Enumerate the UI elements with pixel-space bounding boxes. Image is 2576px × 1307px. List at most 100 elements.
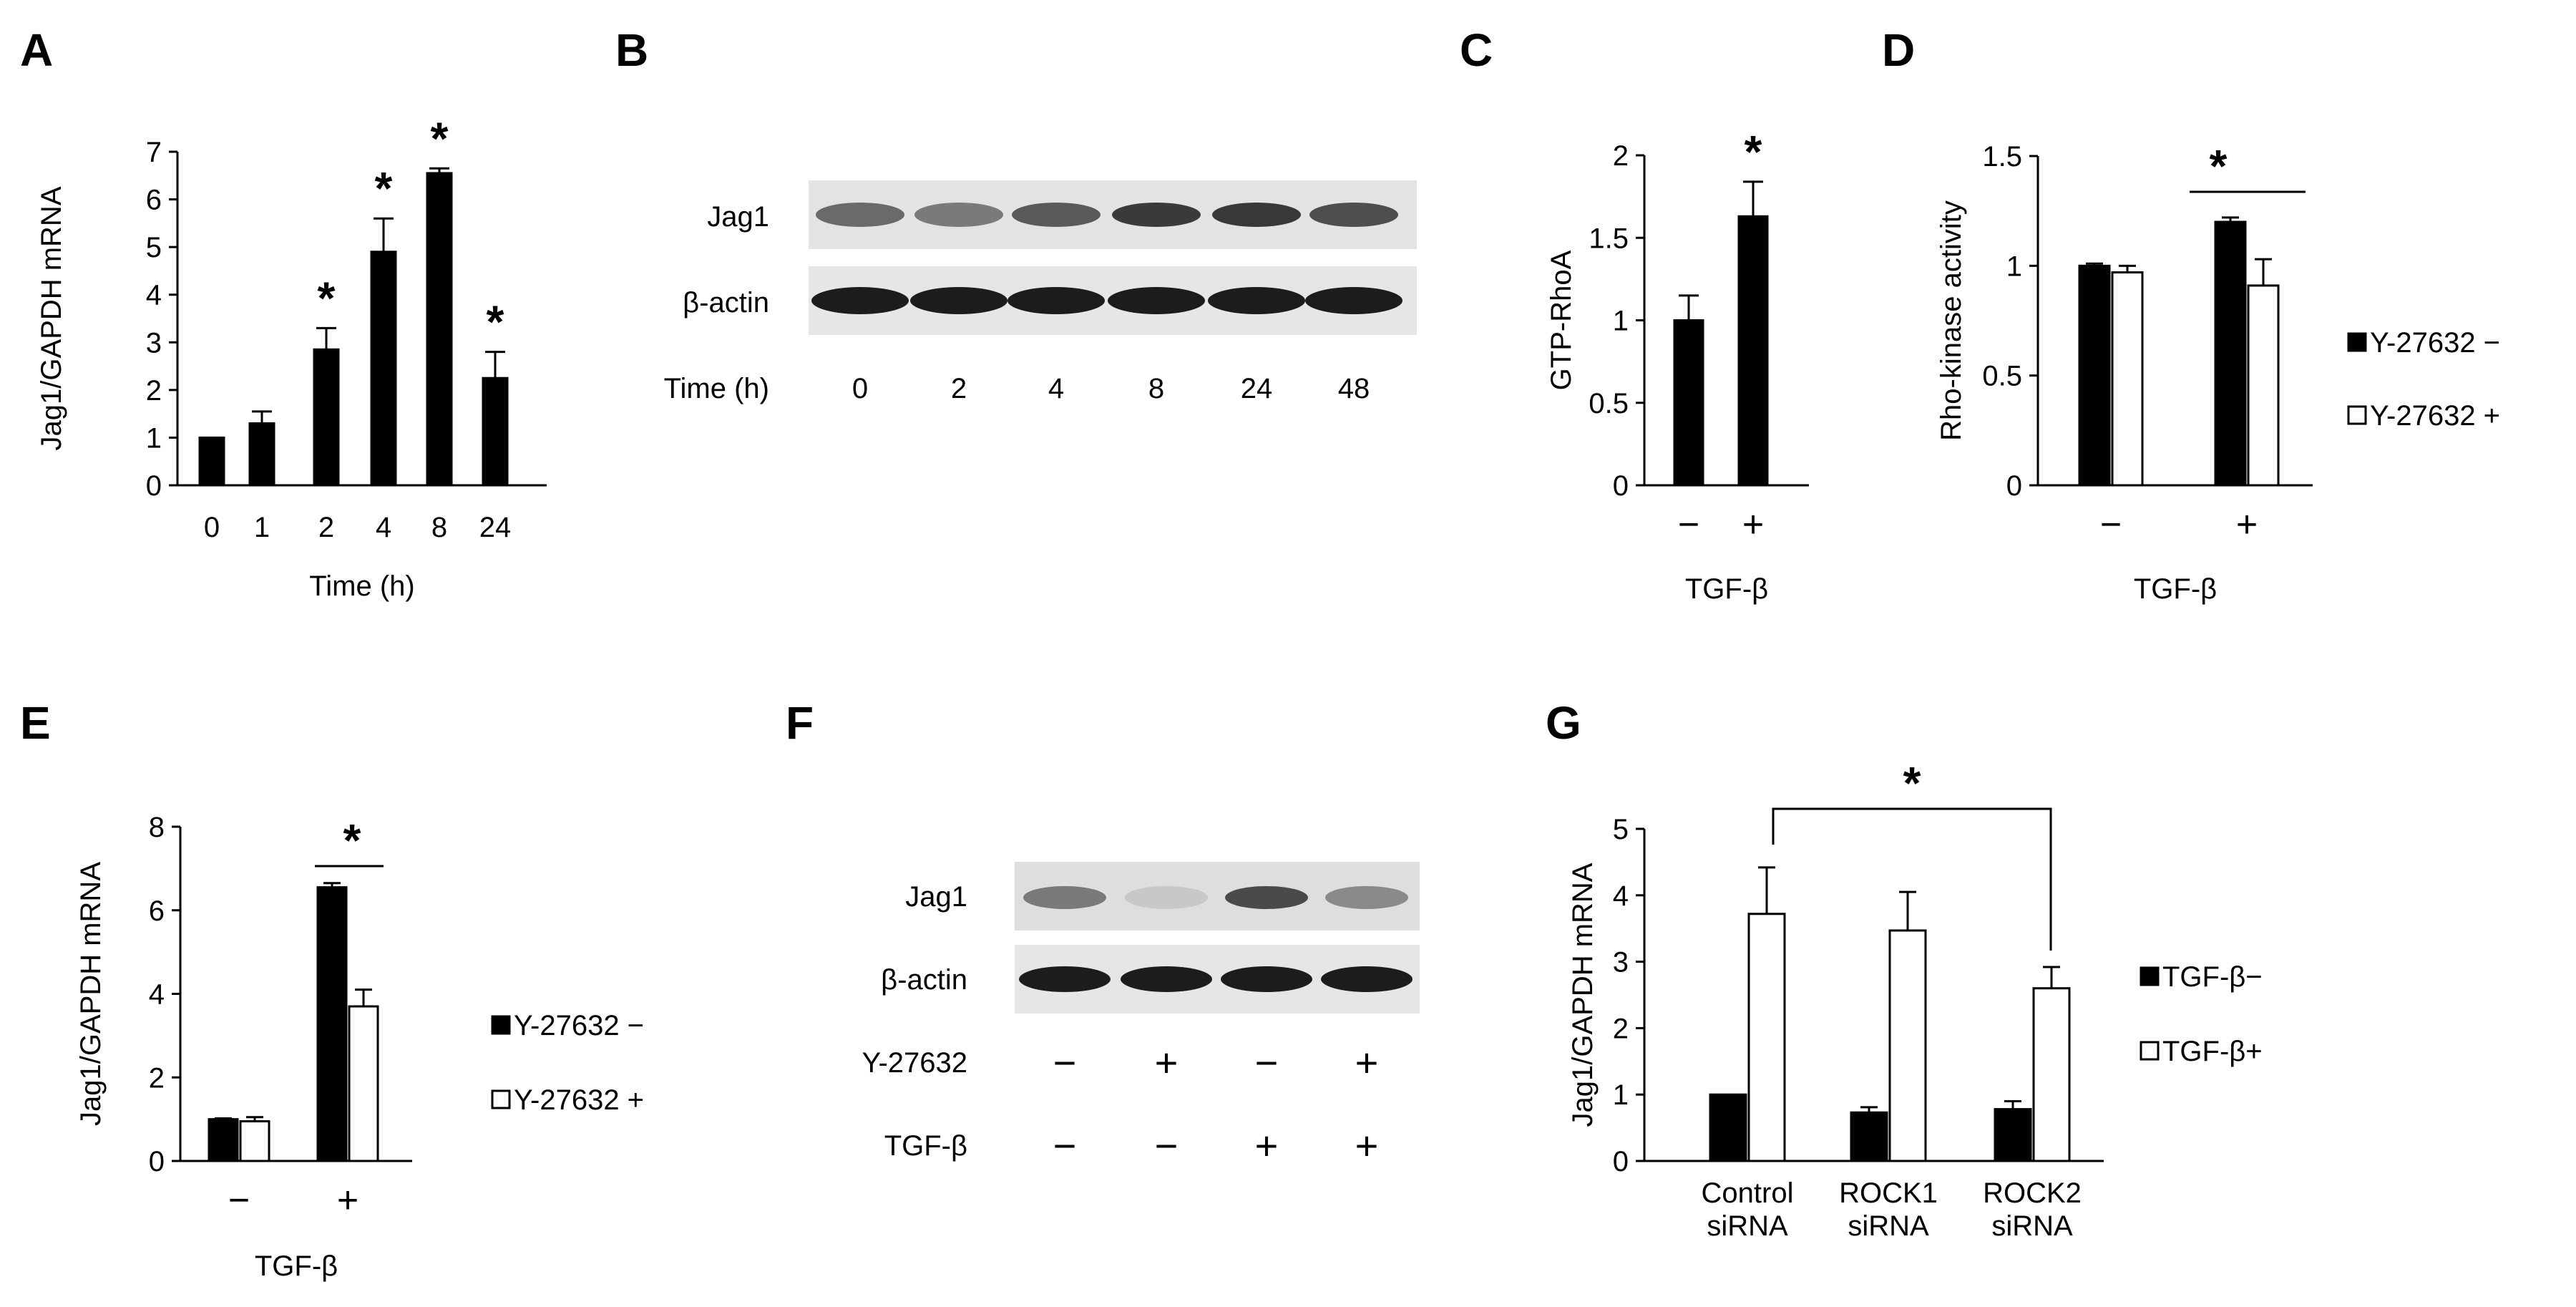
x-tick-label: − bbox=[2100, 504, 2122, 545]
x-axis-title: TGF-β bbox=[1685, 573, 1768, 605]
band-actin bbox=[1008, 287, 1105, 314]
blot-row-label: Jag1 bbox=[707, 201, 769, 233]
y-tick-label: 1 bbox=[146, 422, 162, 454]
panel-label-f: F bbox=[786, 697, 814, 749]
bar bbox=[1850, 1111, 1888, 1162]
panel-label-a: A bbox=[20, 24, 53, 76]
bar bbox=[426, 172, 453, 487]
bar bbox=[2247, 284, 2280, 487]
band-jag1 bbox=[1012, 203, 1101, 227]
band-actin bbox=[1321, 966, 1413, 992]
x-axis-title: Time (h) bbox=[309, 570, 414, 602]
treatment-sign: + bbox=[1155, 1040, 1179, 1085]
significance-star: * bbox=[487, 296, 504, 348]
lane-label: 48 bbox=[1338, 373, 1370, 404]
lane-label: 24 bbox=[1241, 373, 1273, 404]
band-actin bbox=[1019, 966, 1111, 992]
x-tick-label: siRNA bbox=[1991, 1210, 2073, 1242]
band-actin bbox=[910, 287, 1008, 314]
panel-label-d: D bbox=[1882, 24, 1915, 76]
x-tick-label: 4 bbox=[376, 512, 391, 543]
y-tick-label: 1.5 bbox=[1982, 141, 2022, 173]
significance-star: * bbox=[343, 815, 361, 866]
panel-label-g: G bbox=[1546, 697, 1581, 749]
y-tick-label: 4 bbox=[146, 280, 162, 311]
bar bbox=[1709, 1093, 1747, 1162]
bar bbox=[198, 436, 225, 487]
x-tick-label: 24 bbox=[479, 512, 512, 543]
lane-label: 2 bbox=[951, 373, 967, 404]
treatment-sign: + bbox=[1355, 1040, 1379, 1085]
legend-swatch bbox=[2347, 332, 2367, 352]
significance-star: * bbox=[1903, 757, 1921, 809]
x-tick-label: Control bbox=[1702, 1177, 1794, 1209]
bar bbox=[208, 1118, 239, 1162]
bar bbox=[2032, 987, 2071, 1162]
bar bbox=[239, 1120, 270, 1162]
lane-label: 8 bbox=[1148, 373, 1164, 404]
y-tick-label: 0 bbox=[2006, 470, 2022, 502]
x-tick-label: 0 bbox=[204, 512, 220, 543]
treatment-sign: + bbox=[1255, 1123, 1279, 1168]
y-tick-label: 2 bbox=[146, 375, 162, 407]
significance-bracket bbox=[1772, 807, 2052, 951]
y-tick-label: 2 bbox=[149, 1062, 165, 1094]
chart-a: 0 1 2 3 4 5 6 7 Jag1/GAPDH mRNA Time (h) 0 1 * 2 * 4 * 8 *… bbox=[36, 112, 547, 602]
bar bbox=[482, 376, 509, 487]
bar bbox=[1888, 929, 1927, 1162]
x-tick-label: 8 bbox=[431, 512, 447, 543]
bar bbox=[313, 348, 340, 487]
band-jag1 bbox=[1112, 203, 1201, 227]
x-tick-label: − bbox=[228, 1180, 250, 1221]
x-tick-label: ROCK2 bbox=[1983, 1177, 2082, 1209]
x-tick-label: siRNA bbox=[1707, 1210, 1788, 1242]
x-axis-title: TGF-β bbox=[2134, 573, 2217, 605]
y-tick-label: 6 bbox=[146, 185, 162, 216]
band-jag1 bbox=[1212, 203, 1301, 227]
legend-label: Y-27632 + bbox=[2370, 400, 2500, 432]
y-tick-label: 5 bbox=[1613, 814, 1629, 845]
x-tick-label: + bbox=[2236, 504, 2258, 545]
legend-swatch bbox=[491, 1089, 511, 1109]
significance-star: * bbox=[375, 162, 393, 214]
significance-star: * bbox=[431, 112, 449, 164]
panel-label-c: C bbox=[1460, 24, 1493, 76]
band-actin bbox=[811, 287, 909, 314]
panel-label-e: E bbox=[20, 697, 51, 749]
blot-time-label: Time (h) bbox=[664, 373, 769, 404]
panel-label-b: B bbox=[615, 24, 648, 76]
y-tick-label: 0 bbox=[1613, 1146, 1629, 1177]
y-tick-label: 0 bbox=[1613, 470, 1629, 502]
y-tick-label: 1.5 bbox=[1589, 223, 1629, 254]
y-tick-label: 1 bbox=[1613, 1079, 1629, 1111]
bar bbox=[248, 422, 275, 487]
lane-label: 0 bbox=[852, 373, 868, 404]
legend-swatch bbox=[2140, 1041, 2160, 1061]
legend-label: Y-27632 − bbox=[2370, 327, 2500, 359]
band-actin bbox=[1108, 287, 1205, 314]
band-jag1 bbox=[1023, 886, 1106, 909]
x-tick-label: 1 bbox=[254, 512, 270, 543]
bar bbox=[2214, 220, 2247, 487]
bar bbox=[348, 1005, 379, 1162]
y-axis-title: Jag1/GAPDH mRNA bbox=[36, 186, 67, 450]
x-tick-label: + bbox=[1742, 504, 1764, 545]
legend-label: TGF-β− bbox=[2162, 961, 2263, 993]
treatment-sign: − bbox=[1053, 1040, 1077, 1085]
bar bbox=[1747, 913, 1786, 1162]
legend-label: Y-27632 − bbox=[514, 1010, 644, 1041]
bar bbox=[370, 251, 397, 487]
significance-star: * bbox=[2210, 140, 2228, 192]
treatment-sign: − bbox=[1155, 1123, 1179, 1168]
x-tick-label: − bbox=[1678, 504, 1699, 545]
significance-star: * bbox=[1745, 126, 1762, 178]
band-jag1 bbox=[1325, 886, 1408, 909]
lane-label: 4 bbox=[1048, 373, 1064, 404]
y-tick-label: 2 bbox=[1613, 1013, 1629, 1044]
western-blot-f: Jag1 β-actin Y-27632 − + − + TGF-β − − + + bbox=[862, 862, 1420, 1168]
y-tick-label: 0.5 bbox=[1982, 361, 2022, 392]
bar bbox=[2111, 271, 2144, 487]
significance-star: * bbox=[318, 272, 336, 324]
band-actin bbox=[1221, 966, 1312, 992]
